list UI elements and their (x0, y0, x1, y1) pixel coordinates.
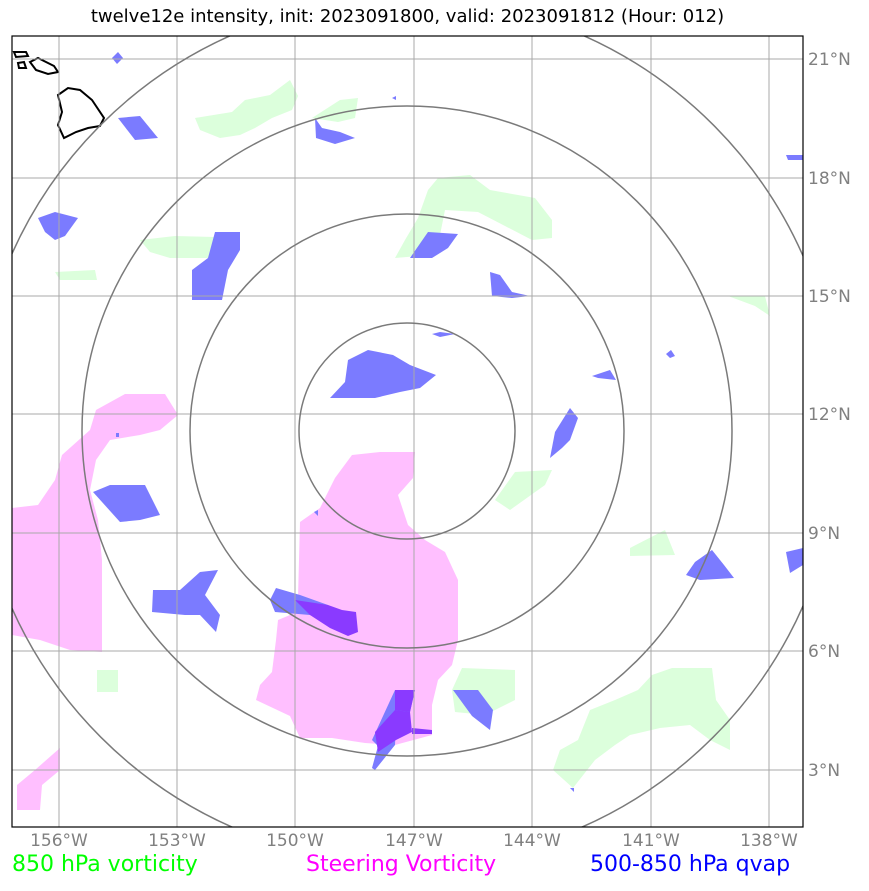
lon-tick-label: 153°W (148, 831, 206, 851)
blue-patch (192, 232, 240, 300)
map-title: twelve12e intensity, init: 2023091800, v… (90, 6, 725, 27)
blue-patch (314, 510, 318, 516)
blue-patch (592, 370, 616, 380)
blue-patch (152, 570, 220, 632)
lat-tick-label: 21°N (808, 50, 851, 70)
green-patch (630, 530, 675, 556)
green-patch (728, 296, 770, 316)
blue-patch (666, 350, 675, 358)
green-patch (395, 175, 552, 258)
graticule (12, 36, 803, 827)
lat-tick-label: 18°N (808, 169, 851, 189)
lon-tick-label: 141°W (622, 831, 680, 851)
green-patch (495, 470, 552, 510)
legend-steering-vorticity: Steering Vorticity (306, 852, 497, 877)
range-rings (12, 36, 803, 827)
overlap-patch (295, 600, 358, 636)
blue-patch (118, 116, 158, 140)
blue-patch (315, 118, 355, 144)
pink-patch (256, 452, 458, 745)
blue-patch (432, 332, 455, 337)
qvap-fields (38, 52, 803, 792)
lat-tick-label: 15°N (808, 287, 851, 307)
map-frame (11, 35, 804, 828)
lat-tick-label: 9°N (808, 524, 840, 544)
lat-tick-label: 12°N (808, 405, 851, 425)
overlap-patch (412, 728, 432, 734)
blue-patch (786, 548, 803, 573)
blue-patch (410, 232, 458, 258)
green-patch (553, 668, 730, 788)
overlap-fields (295, 600, 432, 752)
green-patch (195, 80, 298, 138)
overlap-patch (395, 690, 415, 712)
green-patch (55, 270, 97, 280)
blue-patch (550, 408, 578, 458)
blue-patch (686, 550, 734, 580)
legend-850-vorticity: 850 hPa vorticity (12, 852, 198, 877)
legend-qvap: 500-850 hPa qvap (590, 852, 791, 877)
lon-tick-label: 156°W (30, 831, 88, 851)
green-patch (97, 670, 118, 692)
blue-patch (38, 212, 78, 240)
island-molokai (12, 51, 30, 59)
island-maui (28, 56, 60, 76)
lat-tick-label: 6°N (808, 642, 840, 662)
lon-tick-label: 150°W (266, 831, 324, 851)
blue-patch (330, 350, 436, 398)
lat-tick-label: 3°N (808, 761, 840, 781)
blue-patch (116, 433, 119, 437)
blue-patch (93, 485, 160, 522)
blue-patch (490, 272, 530, 298)
blue-patch (453, 690, 493, 730)
pink-patch (17, 748, 60, 810)
blue-patch (570, 788, 574, 792)
range-ring (81, 105, 733, 757)
lon-tick-label: 144°W (503, 831, 561, 851)
plot-area (12, 36, 803, 827)
green-patch (312, 98, 358, 122)
island-hawaii (56, 86, 106, 140)
blue-patch (112, 52, 123, 64)
range-ring (189, 213, 625, 649)
lat-labels: 21°N 18°N 15°N 12°N 9°N 6°N 3°N (808, 50, 851, 781)
island-lanai (16, 60, 28, 69)
overlap-patch (375, 710, 412, 752)
lon-tick-label: 138°W (740, 831, 798, 851)
blue-patch (392, 96, 396, 100)
lon-tick-label: 147°W (385, 831, 443, 851)
range-ring (298, 322, 516, 540)
lon-labels: 156°W 153°W 150°W 147°W 144°W 141°W 138°… (30, 831, 798, 851)
blue-patch (786, 155, 803, 160)
